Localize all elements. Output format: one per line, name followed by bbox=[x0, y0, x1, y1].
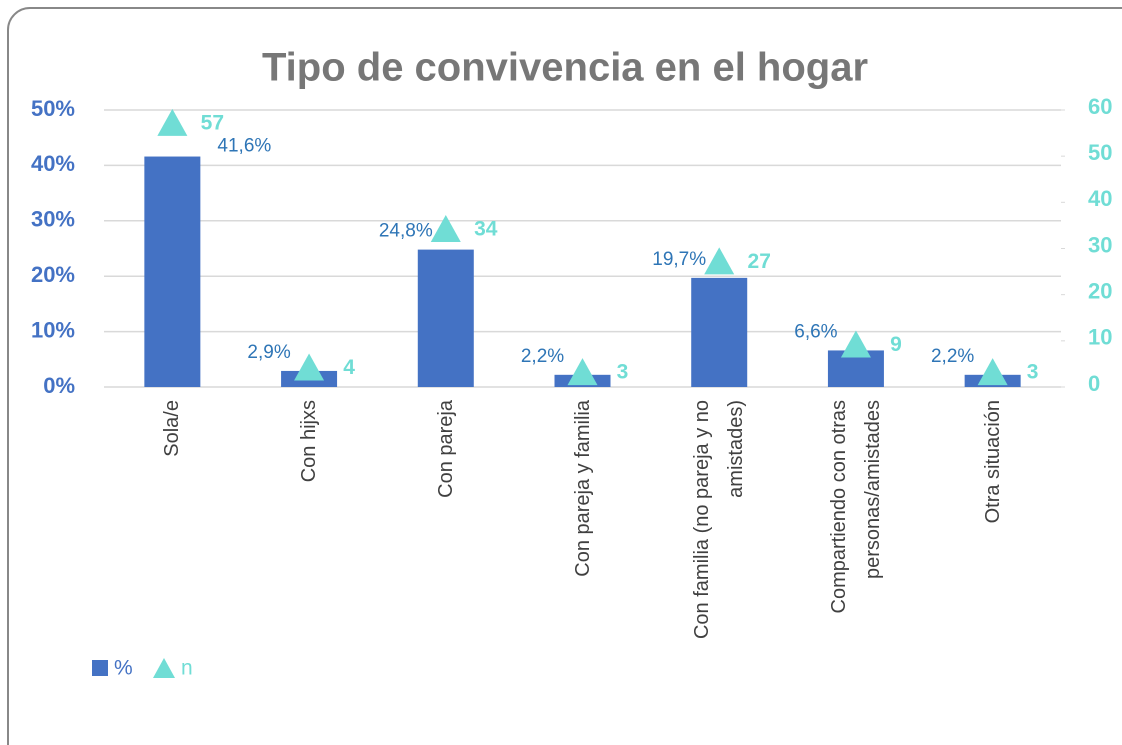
triangle-marker bbox=[977, 358, 1008, 386]
y-tick-label: 10% bbox=[31, 317, 75, 342]
n-label: 4 bbox=[343, 356, 355, 379]
triangle-marker bbox=[567, 358, 598, 386]
n-label: 3 bbox=[617, 361, 629, 384]
y2-tick-label: 60 bbox=[1088, 94, 1112, 119]
bar bbox=[144, 156, 201, 387]
value-label: 2,9% bbox=[247, 342, 290, 363]
x-tick-label: Otra situación bbox=[981, 400, 1004, 524]
n-label: 27 bbox=[748, 250, 771, 273]
bar bbox=[691, 277, 748, 387]
value-label: 6,6% bbox=[794, 321, 837, 342]
value-label: 41,6% bbox=[217, 136, 271, 157]
x-tick-label: Con pareja bbox=[434, 400, 457, 498]
legend-label: % bbox=[114, 657, 133, 680]
legend-label: n bbox=[181, 657, 193, 680]
value-label: 2,2% bbox=[931, 346, 974, 367]
value-label: 24,8% bbox=[379, 221, 433, 242]
n-label: 3 bbox=[1027, 361, 1039, 384]
chart-title: Tipo de convivencia en el hogar bbox=[262, 46, 868, 90]
triangle-marker bbox=[157, 108, 188, 136]
n-label: 9 bbox=[890, 333, 902, 356]
y2-tick-label: 50 bbox=[1088, 140, 1112, 165]
n-label: 57 bbox=[201, 111, 224, 134]
y-tick-label: 20% bbox=[31, 262, 75, 287]
x-tick-label: Con pareja y familia bbox=[571, 400, 594, 577]
x-tick-label: Con hijxs bbox=[298, 400, 321, 483]
x-tick-label: Compartiendo con otras personas/amistade… bbox=[827, 400, 884, 614]
triangle-marker bbox=[294, 353, 325, 381]
bar bbox=[417, 249, 474, 387]
legend-swatch bbox=[153, 658, 175, 678]
n-label: 34 bbox=[474, 218, 498, 241]
value-label: 19,7% bbox=[652, 249, 706, 270]
legend-swatch bbox=[92, 660, 108, 676]
triangle-marker bbox=[430, 215, 461, 243]
y2-tick-label: 40 bbox=[1088, 186, 1112, 211]
x-tick-label: Sola/e bbox=[161, 400, 184, 457]
y-tick-label: 50% bbox=[31, 96, 75, 121]
triangle-marker bbox=[840, 330, 871, 358]
y-tick-label: 0% bbox=[43, 373, 75, 398]
y2-tick-label: 20 bbox=[1088, 278, 1112, 303]
x-tick-label: Con familia (no pareja y no amistades) bbox=[691, 400, 748, 640]
y-tick-label: 40% bbox=[31, 151, 75, 176]
y2-tick-label: 0 bbox=[1088, 371, 1100, 396]
y-tick-label: 30% bbox=[31, 207, 75, 232]
y2-tick-label: 30 bbox=[1088, 232, 1112, 257]
value-label: 2,2% bbox=[521, 346, 564, 367]
y2-tick-label: 10 bbox=[1088, 325, 1112, 350]
triangle-marker bbox=[704, 247, 735, 275]
